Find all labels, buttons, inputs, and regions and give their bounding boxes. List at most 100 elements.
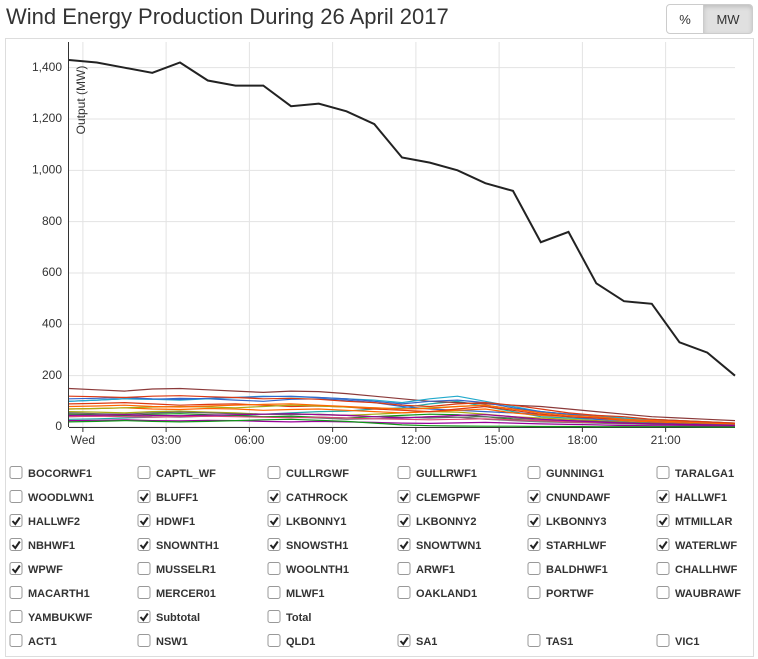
- checkbox-label: TARALGA1: [675, 468, 734, 480]
- series-checkbox[interactable]: Total: [267, 610, 311, 624]
- series-checkbox[interactable]: TAS1: [527, 634, 573, 648]
- checkbox-box: [527, 562, 541, 575]
- series-checkbox[interactable]: HALLWF1: [656, 490, 727, 504]
- series-checkbox[interactable]: CLEMGPWF: [397, 490, 480, 504]
- series-checkbox[interactable]: SNOWNTH1: [137, 538, 219, 552]
- series-checkbox[interactable]: CATHROCK: [267, 490, 348, 504]
- series-checkbox[interactable]: ACT1: [9, 634, 57, 648]
- checkbox-box: [9, 586, 23, 599]
- series-checkbox[interactable]: OAKLAND1: [397, 586, 477, 600]
- checkbox-label: NBHWF1: [28, 540, 75, 552]
- checkbox-label: YAMBUKWF: [28, 612, 93, 624]
- series-checkbox[interactable]: BALDHWF1: [527, 562, 608, 576]
- checkbox-label: SNOWSTH1: [286, 540, 348, 552]
- series-checkbox[interactable]: CNUNDAWF: [527, 490, 610, 504]
- checkbox-label: OAKLAND1: [416, 588, 477, 600]
- series-checkbox[interactable]: LKBONNY1: [267, 514, 347, 528]
- checkbox-box: [267, 586, 281, 599]
- series-line: [68, 407, 736, 426]
- checkbox-box: [527, 634, 541, 647]
- series-checkbox[interactable]: NBHWF1: [9, 538, 75, 552]
- checkbox-label: WPWF: [28, 564, 63, 576]
- series-checkbox[interactable]: ARWF1: [397, 562, 455, 576]
- series-checkbox[interactable]: WATERLWF: [656, 538, 737, 552]
- series-checkbox[interactable]: MACARTH1: [9, 586, 90, 600]
- checkbox-check: [529, 516, 539, 526]
- series-line: [68, 395, 736, 424]
- series-checkbox[interactable]: PORTWF: [527, 586, 594, 600]
- y-tick-label: 800: [42, 214, 62, 228]
- checkbox-label: HDWF1: [156, 516, 195, 528]
- checkbox-label: WOOLNTH1: [286, 564, 349, 576]
- series-line: [68, 395, 736, 424]
- y-axis-title: Output (MW): [74, 66, 88, 135]
- series-line: [68, 411, 736, 426]
- series-checkbox[interactable]: SA1: [397, 634, 437, 648]
- checkbox-label: LKBONNY2: [416, 516, 477, 528]
- series-checkbox[interactable]: CHALLHWF: [656, 562, 738, 576]
- x-tick-label: 03:00: [151, 433, 181, 447]
- checkbox-box: [267, 562, 281, 575]
- checkbox-box: [137, 562, 151, 575]
- checkbox-check: [139, 516, 149, 526]
- x-tick-label: 18:00: [567, 433, 597, 447]
- series-checkbox[interactable]: MERCER01: [137, 586, 216, 600]
- checkbox-label: WOODLWN1: [28, 492, 94, 504]
- checkbox-box: [267, 610, 281, 623]
- checkbox-check: [399, 492, 409, 502]
- checkbox-label: ACT1: [28, 636, 57, 648]
- series-checkbox[interactable]: SNOWSTH1: [267, 538, 348, 552]
- series-checkbox[interactable]: VIC1: [656, 634, 699, 648]
- series-checkbox[interactable]: QLD1: [267, 634, 315, 648]
- x-tick-label: 06:00: [234, 433, 264, 447]
- series-checkbox[interactable]: WOODLWN1: [9, 490, 94, 504]
- checkbox-check: [269, 492, 279, 502]
- checkbox-label: SNOWNTH1: [156, 540, 219, 552]
- series-checkbox[interactable]: MTMILLAR: [656, 514, 732, 528]
- series-checkbox[interactable]: CULLRGWF: [267, 466, 349, 480]
- series-checkbox[interactable]: WAUBRAWF: [656, 586, 741, 600]
- checkbox-box: [656, 634, 670, 647]
- checkbox-label: BOCORWF1: [28, 468, 92, 480]
- unit-button[interactable]: %: [666, 4, 704, 34]
- checkbox-label: CAPTL_WF: [156, 468, 216, 480]
- checkbox-check: [11, 564, 21, 574]
- series-checkbox[interactable]: STARHLWF: [527, 538, 607, 552]
- checkbox-box: [267, 634, 281, 647]
- checkbox-box: [527, 586, 541, 599]
- checkbox-box: [137, 586, 151, 599]
- series-checkbox[interactable]: GUNNING1: [527, 466, 604, 480]
- checkbox-check: [399, 636, 409, 646]
- x-tick-label: 09:00: [318, 433, 348, 447]
- series-checkbox[interactable]: CAPTL_WF: [137, 466, 216, 480]
- series-checkbox[interactable]: MLWF1: [267, 586, 325, 600]
- series-checkbox[interactable]: MUSSELR1: [137, 562, 216, 576]
- series-checkbox[interactable]: HDWF1: [137, 514, 195, 528]
- series-checkbox[interactable]: TARALGA1: [656, 466, 734, 480]
- series-checkbox[interactable]: Subtotal: [137, 610, 200, 624]
- series-line: [68, 418, 735, 428]
- checkbox-label: STARHLWF: [546, 540, 607, 552]
- checkbox-check: [269, 516, 279, 526]
- series-checkbox[interactable]: WPWF: [9, 562, 63, 576]
- series-checkbox[interactable]: WOOLNTH1: [267, 562, 349, 576]
- checkbox-label: BALDHWF1: [546, 564, 608, 576]
- checkbox-label: SNOWTWN1: [416, 540, 481, 552]
- unit-button[interactable]: MW: [703, 4, 753, 34]
- series-checkbox[interactable]: BLUFF1: [137, 490, 198, 504]
- series-checkbox[interactable]: HALLWF2: [9, 514, 80, 528]
- checkbox-label: BLUFF1: [156, 492, 198, 504]
- series-checkbox[interactable]: SNOWTWN1: [397, 538, 481, 552]
- series-checkbox[interactable]: LKBONNY2: [397, 514, 477, 528]
- series-checkbox[interactable]: GULLRWF1: [397, 466, 477, 480]
- x-tick-label: 12:00: [401, 433, 431, 447]
- checkbox-label: WAUBRAWF: [675, 588, 741, 600]
- series-checkbox[interactable]: YAMBUKWF: [9, 610, 93, 624]
- series-checkbox[interactable]: BOCORWF1: [9, 466, 92, 480]
- x-tick-label: 21:00: [651, 433, 681, 447]
- series-checkbox[interactable]: NSW1: [137, 634, 188, 648]
- checkbox-box: [137, 466, 151, 479]
- checkbox-label: MUSSELR1: [156, 564, 216, 576]
- series-checkbox[interactable]: LKBONNY3: [527, 514, 607, 528]
